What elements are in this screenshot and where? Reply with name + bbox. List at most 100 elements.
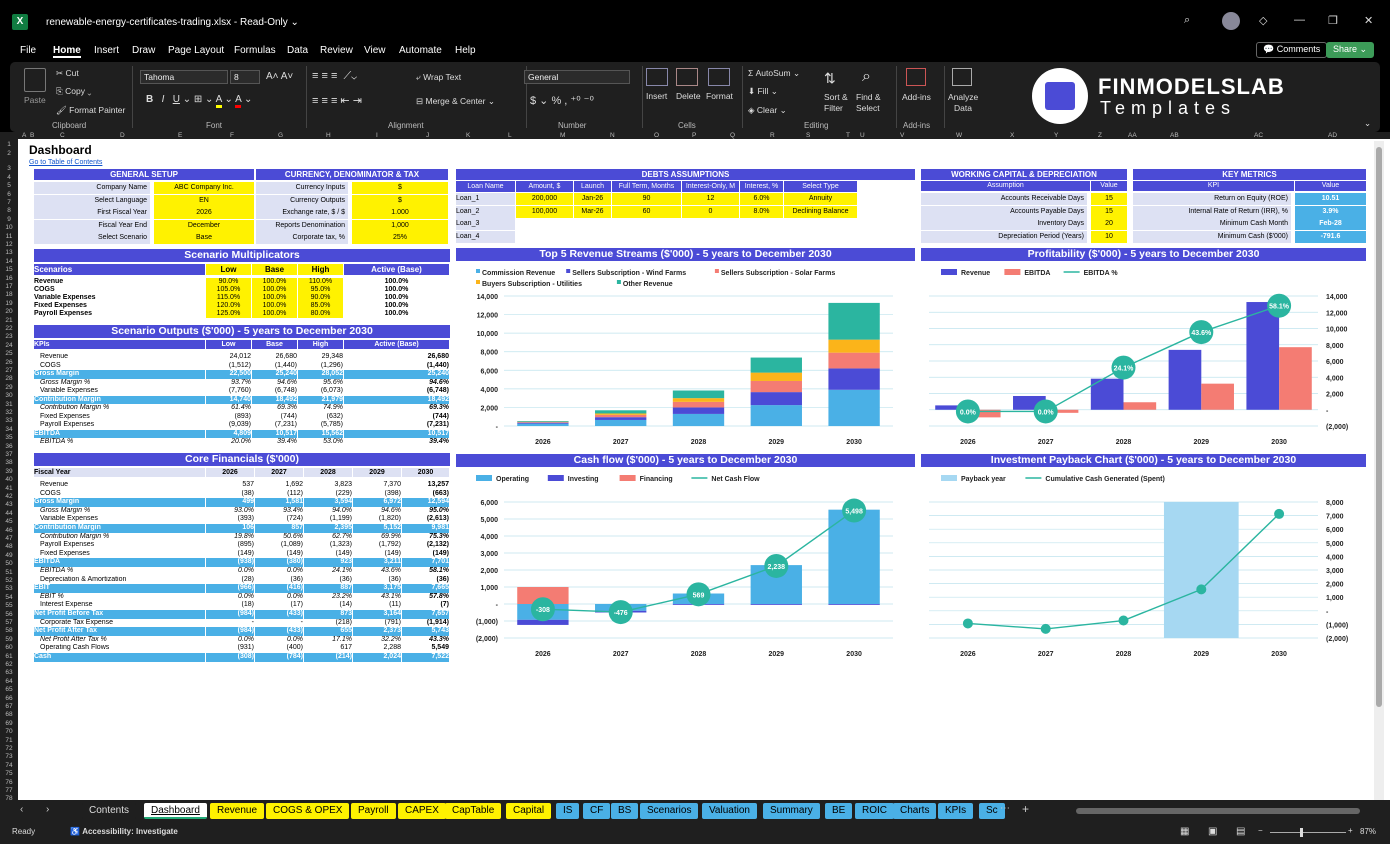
diamond-icon[interactable]: ◇ <box>1259 15 1268 27</box>
debt-cell[interactable]: 8.0% <box>740 205 783 218</box>
column-W[interactable]: W <box>956 132 963 139</box>
tab-prev-icon[interactable]: ‹ <box>20 804 24 815</box>
menu-home[interactable]: Home <box>53 45 81 58</box>
row-45[interactable]: 45 <box>5 518 13 526</box>
menu-help[interactable]: Help <box>455 45 476 56</box>
debt-cell[interactable]: 90 <box>612 193 681 205</box>
row-4[interactable]: 4 <box>7 173 11 181</box>
row-50[interactable]: 50 <box>5 560 13 568</box>
column-E[interactable]: E <box>178 132 183 139</box>
row-5[interactable]: 5 <box>7 182 11 190</box>
row-62[interactable]: 62 <box>5 661 13 668</box>
row-26[interactable]: 26 <box>5 358 13 366</box>
row-65[interactable]: 65 <box>5 686 13 694</box>
tab-scenarios[interactable]: Scenarios <box>640 803 699 819</box>
column-AA[interactable]: AA <box>1128 132 1137 139</box>
value-wc[interactable]: 15 <box>1091 205 1127 218</box>
debt-cell[interactable]: 100,000 <box>516 205 573 218</box>
input-currency[interactable]: $ <box>352 182 448 194</box>
row-16[interactable]: 16 <box>5 274 13 282</box>
tab-cogs-opex[interactable]: COGS & OPEX <box>266 803 350 819</box>
row-66[interactable]: 66 <box>5 694 13 702</box>
row-7[interactable]: 7 <box>7 199 11 206</box>
tab-sc[interactable]: Sc <box>979 803 1005 819</box>
format-button[interactable]: Format <box>706 91 733 101</box>
clear-button[interactable]: ◈ Clear ⌄ <box>748 105 787 115</box>
row-25[interactable]: 25 <box>5 350 13 358</box>
tab-capex[interactable]: CAPEX <box>398 803 446 819</box>
row-41[interactable]: 41 <box>5 484 13 492</box>
row-1[interactable]: 1 <box>7 141 11 148</box>
wrap-text-button[interactable]: ⤶ Wrap Text <box>416 72 462 82</box>
value-wc[interactable]: 10 <box>1091 230 1127 243</box>
tab-kpis[interactable]: KPIs <box>938 803 974 819</box>
input-general[interactable]: December <box>154 219 254 232</box>
multiplier-cell[interactable]: 85.0% <box>298 302 343 310</box>
tab-be[interactable]: BE <box>825 803 853 819</box>
multiplier-cell[interactable]: 125.0% <box>206 310 251 318</box>
zoom-level[interactable]: 87% <box>1360 827 1377 836</box>
tab-roic[interactable]: ROIC <box>855 803 894 819</box>
row-73[interactable]: 73 <box>5 753 13 761</box>
column-K[interactable]: K <box>466 132 471 139</box>
tab-valuation[interactable]: Valuation <box>702 803 757 819</box>
row-42[interactable]: 42 <box>5 493 13 500</box>
paste-icon[interactable] <box>24 68 46 92</box>
row-56[interactable]: 56 <box>5 610 13 618</box>
font-size-select[interactable]: 8 <box>230 70 260 84</box>
row-28[interactable]: 28 <box>5 375 13 383</box>
menu-file[interactable]: File <box>20 45 37 56</box>
menu-insert[interactable]: Insert <box>94 45 120 56</box>
analyze-data-icon[interactable] <box>952 68 972 86</box>
tab-capital[interactable]: Capital <box>506 803 552 819</box>
debt-cell[interactable]: Declining Balance <box>784 205 857 218</box>
number-format-icons[interactable]: $ ⌄ % , ⁺⁰ ⁻⁰ <box>530 95 594 107</box>
row-68[interactable]: 68 <box>5 711 13 719</box>
tab-payroll[interactable]: Payroll <box>351 803 396 819</box>
multiplier-cell[interactable]: 120.0% <box>206 302 251 310</box>
row-43[interactable]: 43 <box>5 501 13 509</box>
debt-cell[interactable]: Mar-26 <box>574 205 611 218</box>
row-57[interactable]: 57 <box>5 619 13 626</box>
multiplier-cell[interactable]: 100.0% <box>252 310 297 318</box>
row-33[interactable]: 33 <box>5 417 13 425</box>
tab-contents[interactable]: Contents <box>82 803 137 819</box>
page-break-icon[interactable]: ▤ <box>1236 826 1246 837</box>
row-67[interactable]: 67 <box>5 703 13 710</box>
insert-cells-icon[interactable] <box>646 68 668 86</box>
row-46[interactable]: 46 <box>5 526 13 534</box>
debt-cell[interactable]: Jan-26 <box>574 193 611 205</box>
row-30[interactable]: 30 <box>5 392 13 400</box>
insert-button[interactable]: Insert <box>646 91 668 101</box>
debt-cell[interactable]: 6.0% <box>740 193 783 205</box>
zoom-slider[interactable] <box>1270 832 1346 833</box>
row-37[interactable]: 37 <box>5 451 13 458</box>
row-29[interactable]: 29 <box>5 383 13 391</box>
more-tabs-icon[interactable]: ⋯ <box>1000 803 1010 814</box>
share-button[interactable]: Share ⌄ <box>1326 42 1375 58</box>
row-39[interactable]: 39 <box>5 467 13 475</box>
row-12[interactable]: 12 <box>5 241 13 248</box>
row-13[interactable]: 13 <box>5 249 13 257</box>
row-77[interactable]: 77 <box>5 787 13 794</box>
row-15[interactable]: 15 <box>5 266 13 274</box>
autosum-button[interactable]: Σ AutoSum ⌄ <box>748 68 801 78</box>
addins-icon[interactable] <box>906 68 926 86</box>
row-9[interactable]: 9 <box>7 215 11 223</box>
debt-cell[interactable]: 60 <box>612 205 681 218</box>
row-75[interactable]: 75 <box>5 770 13 778</box>
row-6[interactable]: 6 <box>7 190 11 198</box>
row-70[interactable]: 70 <box>5 728 13 736</box>
align-left-icons[interactable]: ≡ ≡ ≡ ⇤ ⇥ <box>312 95 362 107</box>
column-D[interactable]: D <box>120 132 125 139</box>
row-53[interactable]: 53 <box>5 585 13 593</box>
debt-cell[interactable]: Annuity <box>784 193 857 205</box>
column-P[interactable]: P <box>692 132 697 139</box>
row-69[interactable]: 69 <box>5 719 13 727</box>
row-35[interactable]: 35 <box>5 434 13 442</box>
delete-cells-icon[interactable] <box>676 68 698 86</box>
tab-dashboard[interactable]: Dashboard <box>144 803 207 819</box>
row-64[interactable]: 64 <box>5 677 13 685</box>
format-cells-icon[interactable] <box>708 68 730 86</box>
toc-link[interactable]: Go to Table of Contents <box>29 159 103 166</box>
